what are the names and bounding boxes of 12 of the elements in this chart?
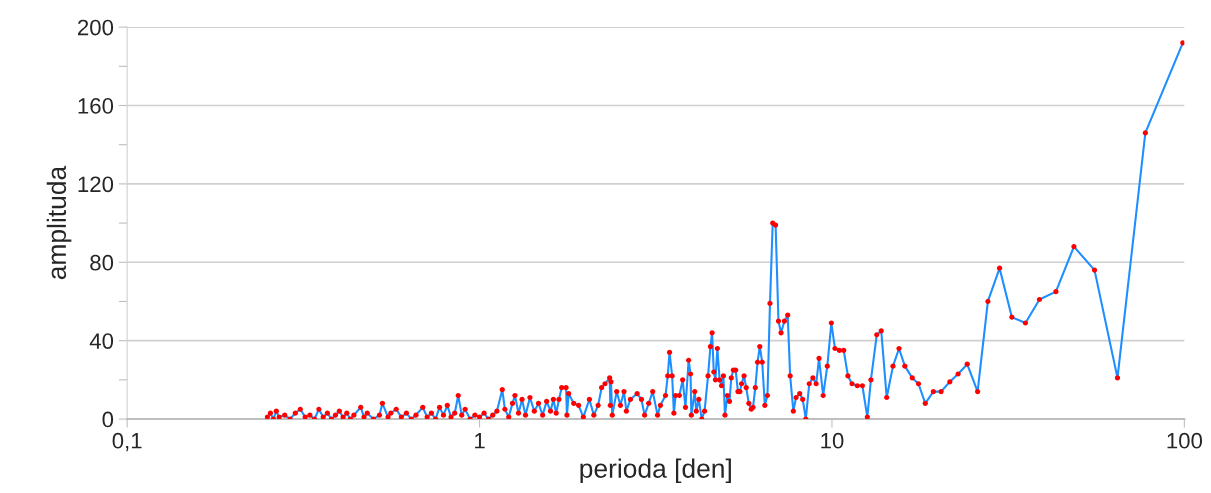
x-axis-title: perioda [den] — [580, 458, 731, 484]
y-tick-label: 40 — [89, 333, 114, 349]
y-tick-label: 0 — [102, 411, 114, 428]
y-tick-label: 160 — [78, 98, 114, 114]
y-tick-label: 200 — [78, 19, 114, 36]
x-tick-label: 0,1 — [112, 432, 142, 452]
x-tick-label: 1 — [475, 433, 485, 449]
y-tick-label: 120 — [78, 176, 114, 193]
y-axis-title: amplituda — [46, 165, 72, 280]
x-tick-label: 100 — [1167, 432, 1203, 449]
x-tick-label: 10 — [821, 432, 844, 449]
y-tick-label: 80 — [90, 254, 114, 271]
